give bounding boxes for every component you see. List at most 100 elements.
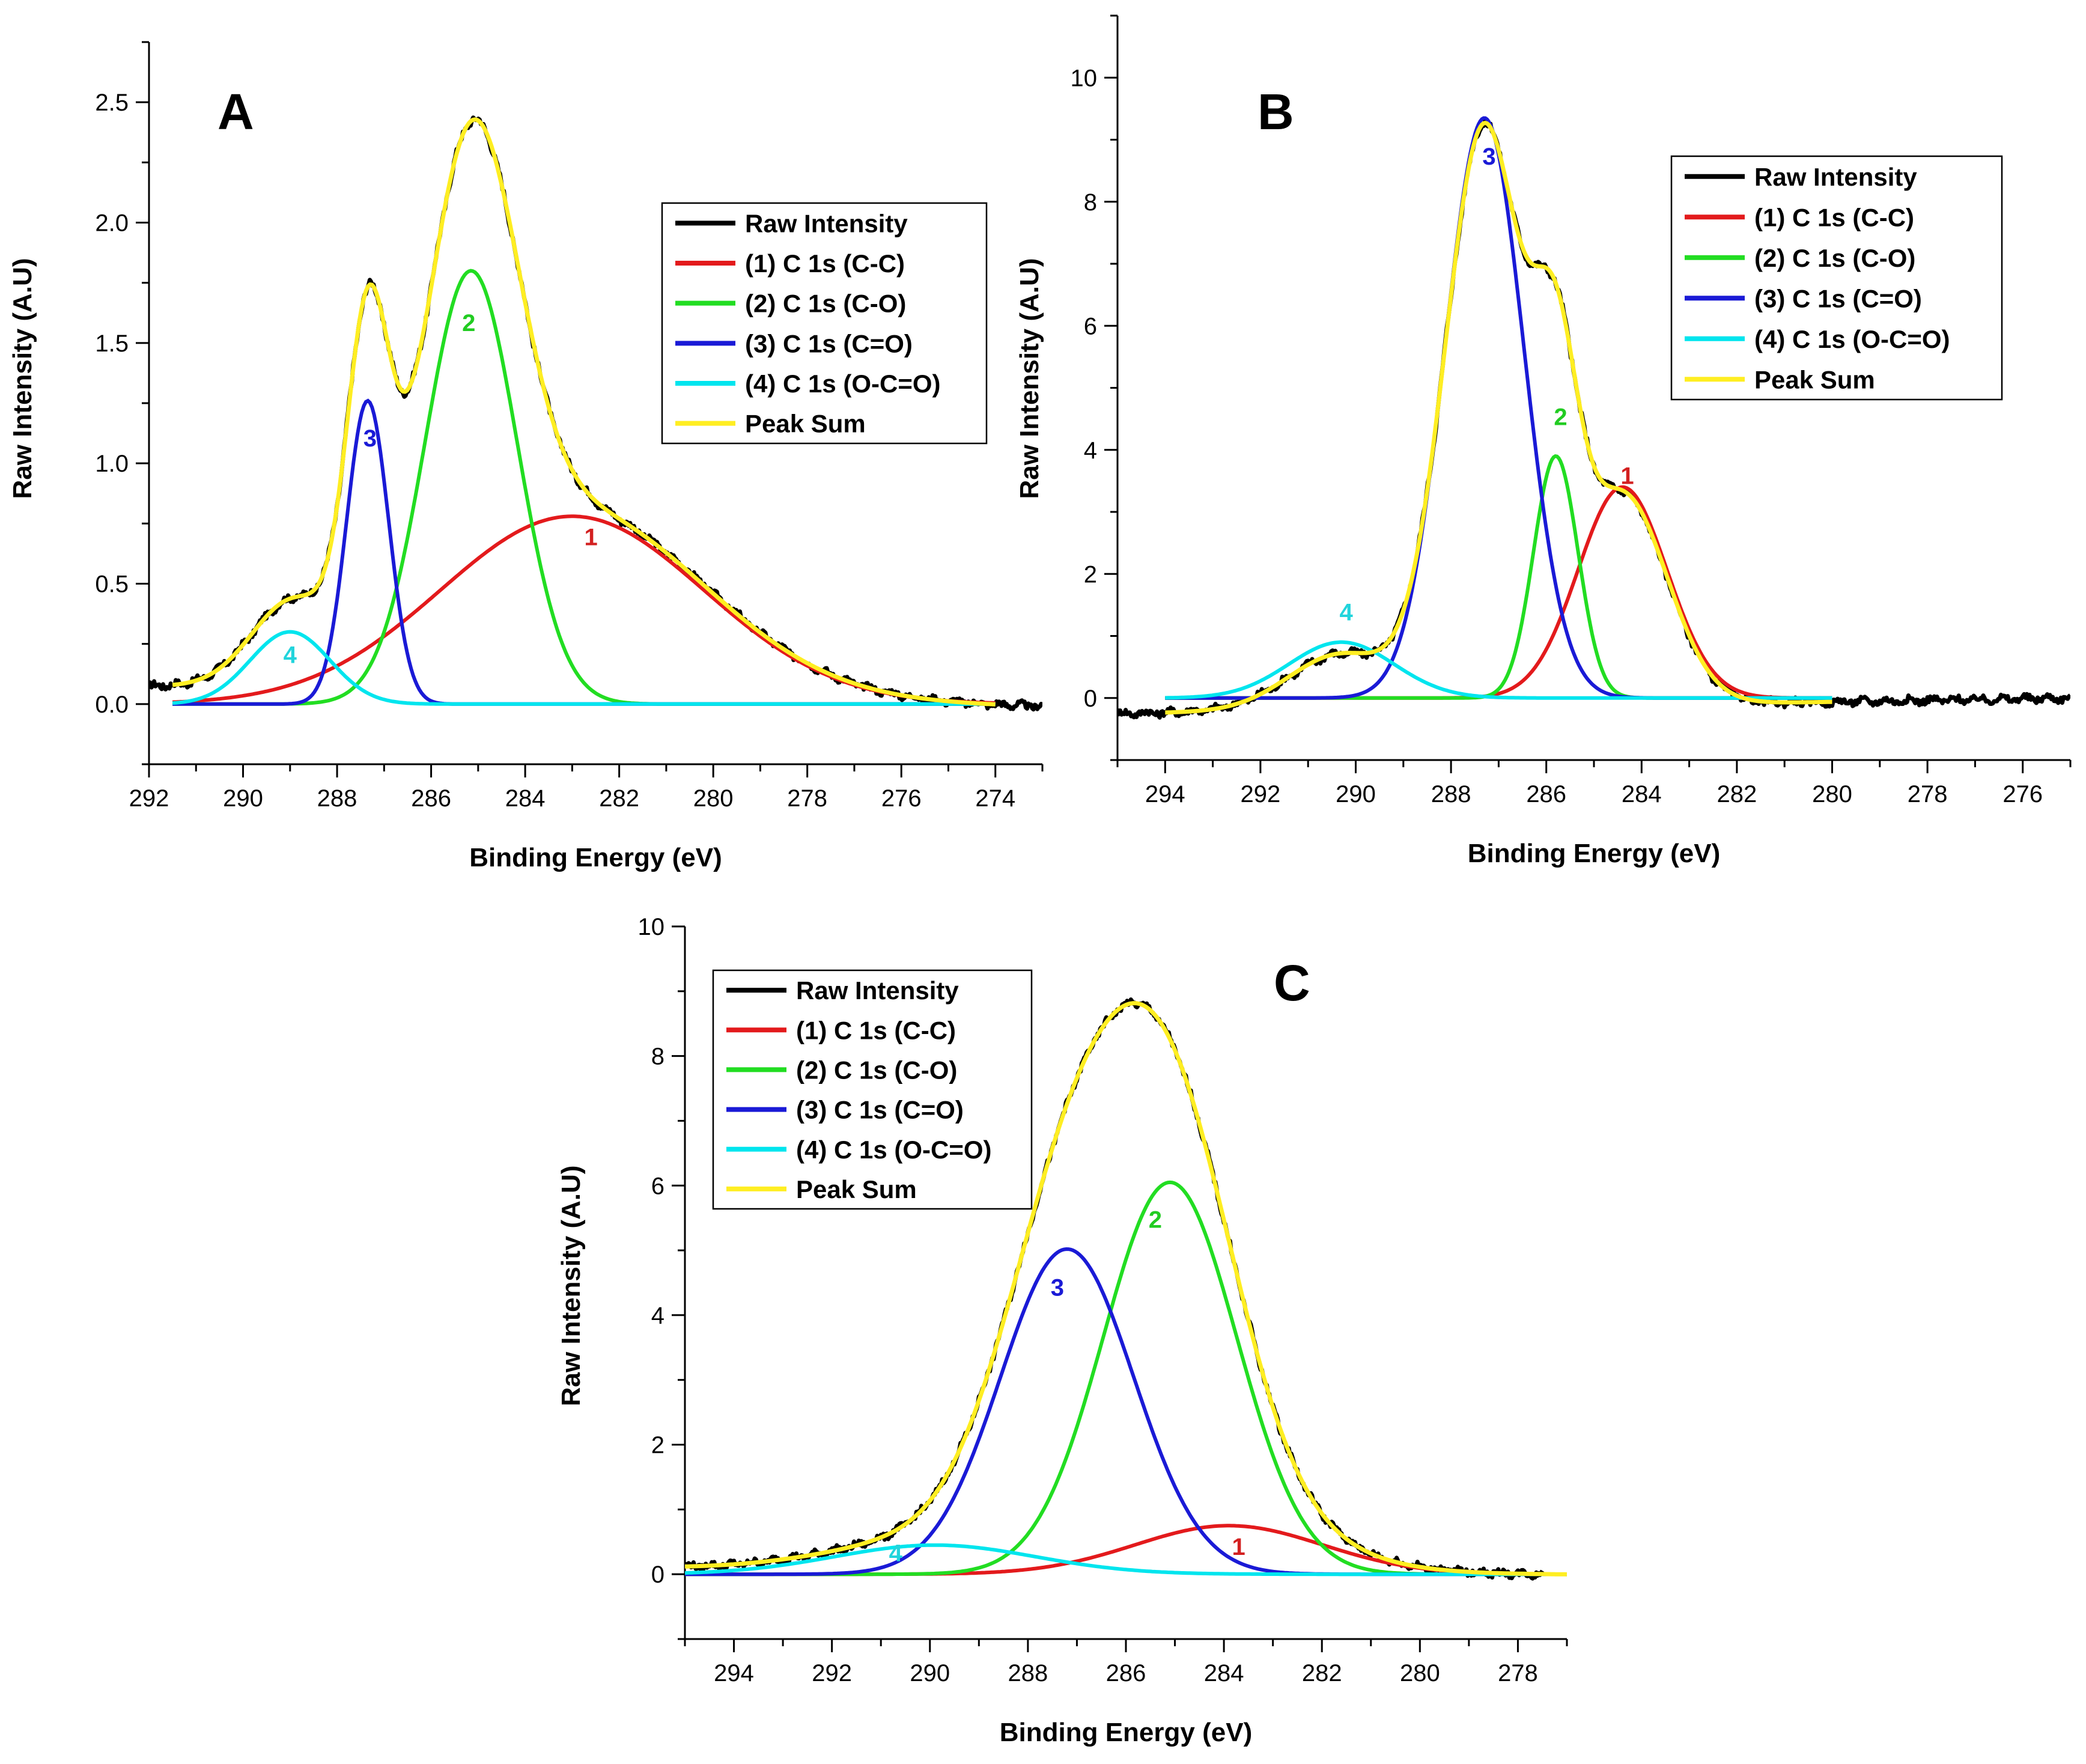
y-tick-label: 6 bbox=[1084, 313, 1097, 339]
y-tick-label: 4 bbox=[1084, 437, 1097, 464]
legend-entry: Raw Intensity bbox=[796, 976, 959, 1005]
peak-label-3: 3 bbox=[363, 425, 377, 452]
legend-entry: Raw Intensity bbox=[1754, 163, 1917, 191]
x-tick-label: 290 bbox=[1336, 781, 1376, 807]
peak-label-4: 4 bbox=[1340, 600, 1354, 626]
legend-entry: (3) C 1s (C=O) bbox=[796, 1096, 964, 1124]
peak-3-line bbox=[685, 1247, 1567, 1577]
legend-entry: (2) C 1s (C-O) bbox=[796, 1056, 957, 1084]
panel-letter: B bbox=[1257, 84, 1294, 140]
peak-1-line bbox=[1165, 485, 1832, 700]
x-tick-label: 286 bbox=[1106, 1660, 1146, 1686]
x-tick-label: 290 bbox=[910, 1660, 950, 1686]
legend: Raw Intensity (1) C 1s (C-C) (2) C 1s (C-O… bbox=[661, 202, 988, 445]
peak-label-2: 2 bbox=[1554, 404, 1567, 430]
peak-4-line bbox=[1165, 640, 1832, 700]
x-tick-label: 278 bbox=[787, 785, 827, 812]
plot-area bbox=[1118, 116, 2070, 720]
plot-area bbox=[685, 997, 1567, 1581]
x-tick-label: 280 bbox=[1812, 781, 1852, 807]
peak-label-3: 3 bbox=[1482, 144, 1495, 170]
plot-area bbox=[149, 115, 1042, 712]
legend-entry: (4) C 1s (O-C=O) bbox=[1754, 325, 1950, 353]
peak-2-line bbox=[1165, 454, 1832, 700]
x-tick-label: 282 bbox=[1717, 781, 1757, 807]
y-tick-label: 8 bbox=[651, 1044, 664, 1070]
y-tick-label: 2.5 bbox=[95, 90, 129, 116]
x-axis-title: Binding Energy (eV) bbox=[1000, 1718, 1252, 1747]
x-tick-label: 292 bbox=[129, 785, 169, 812]
y-tick-label: 0.5 bbox=[95, 571, 129, 598]
x-tick-label: 284 bbox=[505, 785, 546, 812]
legend-entry: (2) C 1s (C-O) bbox=[745, 290, 906, 318]
x-tick-label: 292 bbox=[1241, 781, 1281, 807]
y-axis-title: Raw Intensity (A.U) bbox=[556, 1166, 586, 1407]
x-tick-label: 292 bbox=[812, 1660, 852, 1686]
chart-panel-a: 292 290 288 286 284 282 280 278 276 274 0.0 0.5 1.0 1… bbox=[8, 41, 1044, 872]
x-tick-label: 286 bbox=[1526, 781, 1566, 807]
peak-sum-line bbox=[172, 117, 996, 707]
peak-label-3: 3 bbox=[1051, 1275, 1064, 1301]
x-tick-label: 282 bbox=[599, 785, 639, 812]
peak-label-2: 2 bbox=[1149, 1206, 1162, 1233]
panel-letter: C bbox=[1274, 955, 1310, 1011]
y-tick-label: 0.0 bbox=[95, 692, 129, 718]
peak-label-4: 4 bbox=[889, 1540, 903, 1567]
x-tick-label: 290 bbox=[223, 785, 263, 812]
legend-entry: (3) C 1s (C=O) bbox=[745, 329, 913, 357]
peak-label-1: 1 bbox=[585, 524, 598, 550]
x-axis-title: Binding Energy (eV) bbox=[1468, 839, 1720, 868]
y-tick-label: 8 bbox=[1084, 189, 1097, 216]
x-tick-label: 288 bbox=[1008, 1660, 1048, 1686]
x-tick-label: 286 bbox=[411, 785, 451, 812]
legend: Raw Intensity (1) C 1s (C-C) (2) C 1s (C-O… bbox=[1670, 155, 2003, 401]
panel-letter: A bbox=[217, 84, 254, 140]
y-tick-label: 10 bbox=[638, 914, 665, 940]
x-tick-label: 284 bbox=[1622, 781, 1662, 807]
peak-label-4: 4 bbox=[284, 642, 297, 669]
legend-entry: (1) C 1s (C-C) bbox=[745, 249, 905, 278]
x-tick-label: 278 bbox=[1908, 781, 1948, 807]
legend-entry: (2) C 1s (C-O) bbox=[1754, 244, 1915, 272]
x-tick-label: 294 bbox=[1145, 781, 1185, 807]
y-tick-label: 0 bbox=[1084, 686, 1097, 712]
chart-panel-b: 294 292 290 288 286 284 282 280 278 276 0 2 4 6 8 10 Bin… bbox=[1015, 14, 2072, 868]
x-axis-title: Binding Energy (eV) bbox=[469, 843, 722, 872]
legend-box bbox=[712, 969, 1033, 1210]
legend-entry: (4) C 1s (O-C=O) bbox=[796, 1136, 992, 1164]
x-tick-label: 274 bbox=[975, 785, 1015, 812]
peak-label-1: 1 bbox=[1620, 463, 1634, 490]
x-tick-label: 280 bbox=[693, 785, 734, 812]
legend-entry: Raw Intensity bbox=[745, 209, 908, 237]
legend-entry: Peak Sum bbox=[1754, 365, 1875, 394]
legend-entry: Peak Sum bbox=[796, 1175, 917, 1203]
legend-box bbox=[661, 202, 988, 445]
peak-sum-line bbox=[1164, 121, 1833, 715]
peak-label-2: 2 bbox=[462, 310, 475, 336]
x-tick-label: 280 bbox=[1400, 1660, 1440, 1686]
x-tick-label: 288 bbox=[1431, 781, 1471, 807]
y-tick-label: 6 bbox=[651, 1173, 664, 1199]
legend-entry: (4) C 1s (O-C=O) bbox=[745, 370, 941, 398]
y-tick-label: 10 bbox=[1071, 65, 1098, 91]
peak-label-1: 1 bbox=[1232, 1534, 1245, 1560]
chart-panel-c: 294 292 290 288 286 284 282 280 278 0 2 4 6 8 10 Bindin… bbox=[556, 914, 1568, 1747]
legend-entry: (3) C 1s (C=O) bbox=[1754, 284, 1922, 312]
x-tick-label: 276 bbox=[881, 785, 922, 812]
y-tick-label: 0 bbox=[651, 1562, 664, 1588]
y-tick-label: 2 bbox=[651, 1432, 664, 1459]
x-tick-label: 294 bbox=[714, 1660, 754, 1686]
peak-sum-line bbox=[685, 1001, 1567, 1577]
y-tick-label: 2 bbox=[1084, 561, 1097, 588]
peak-2-line bbox=[685, 1180, 1567, 1577]
legend-entry: Peak Sum bbox=[745, 410, 866, 438]
y-tick-label: 1.5 bbox=[95, 330, 129, 357]
x-tick-label: 282 bbox=[1302, 1660, 1342, 1686]
y-tick-label: 2.0 bbox=[95, 210, 129, 237]
peak-4-line bbox=[685, 1543, 1567, 1577]
x-tick-label: 284 bbox=[1204, 1660, 1244, 1686]
y-axis-title: Raw Intensity (A.U) bbox=[1015, 258, 1044, 499]
y-tick-label: 1.0 bbox=[95, 451, 129, 477]
x-tick-label: 278 bbox=[1498, 1660, 1538, 1686]
